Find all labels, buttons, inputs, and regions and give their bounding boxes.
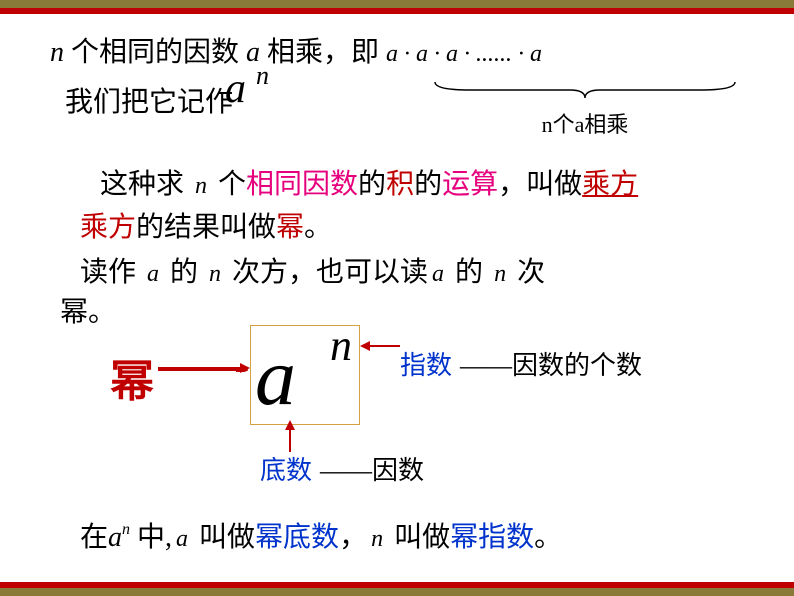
- dishu-label: 底数: [260, 450, 312, 487]
- top-border: [0, 0, 794, 14]
- mizhishu: 幂指数: [450, 522, 534, 553]
- notation-text: 我们把它记作: [65, 80, 233, 120]
- product-expression: a · a · a · ...... · a: [386, 41, 542, 67]
- underbrace-icon: [430, 80, 740, 100]
- exponent-n: n: [330, 320, 352, 371]
- reading-line: 读作 a 的 n 次方，也可以读a 的 n 次: [80, 250, 740, 290]
- ji: 积: [386, 169, 414, 200]
- border-red: [0, 582, 794, 588]
- arrow-dishu-icon: [282, 420, 298, 452]
- dishu-desc: ——因数: [320, 450, 424, 487]
- mi-big-label: 幂: [110, 345, 154, 409]
- var-n: n: [50, 37, 64, 68]
- zhishu-desc: ——因数的个数: [460, 345, 642, 382]
- xiangtong-yinshu: 相同因数: [246, 169, 358, 200]
- reading-line-2: 幂。: [60, 290, 116, 330]
- a-to-n-notation: an: [225, 65, 259, 113]
- brace-label: n个a相乘: [430, 107, 740, 139]
- chengfang: 乘方: [582, 169, 638, 200]
- definition-mi: 乘方的结果叫做幂。: [80, 205, 332, 245]
- bottom-border: [0, 582, 794, 596]
- midishu: 幂底数: [255, 522, 339, 553]
- base-a: a: [255, 330, 296, 424]
- border-gold: [0, 588, 794, 596]
- power-diagram: 幂 a n 指数 ——因数的个数 底数 ——因数: [110, 320, 670, 480]
- definition-chengfang: 这种求 n 个相同因数的积的运算，叫做乘方: [100, 165, 750, 206]
- underbrace-group: n个a相乘: [430, 80, 740, 139]
- zhishu-label: 指数: [400, 345, 452, 382]
- arrow-zhishu-icon: [360, 338, 400, 354]
- border-red: [0, 8, 794, 14]
- arrow-mi-icon: [158, 360, 250, 376]
- definition-line-1: n 个相同的因数 a 相乘，即 a · a · a · ...... · a: [50, 30, 542, 70]
- yunsuan: 运算: [442, 169, 498, 200]
- border-gold: [0, 0, 794, 8]
- summary-line: 在an 中,a 叫做幂底数，n 叫做幂指数。: [80, 515, 562, 555]
- mi: 幂: [276, 212, 304, 243]
